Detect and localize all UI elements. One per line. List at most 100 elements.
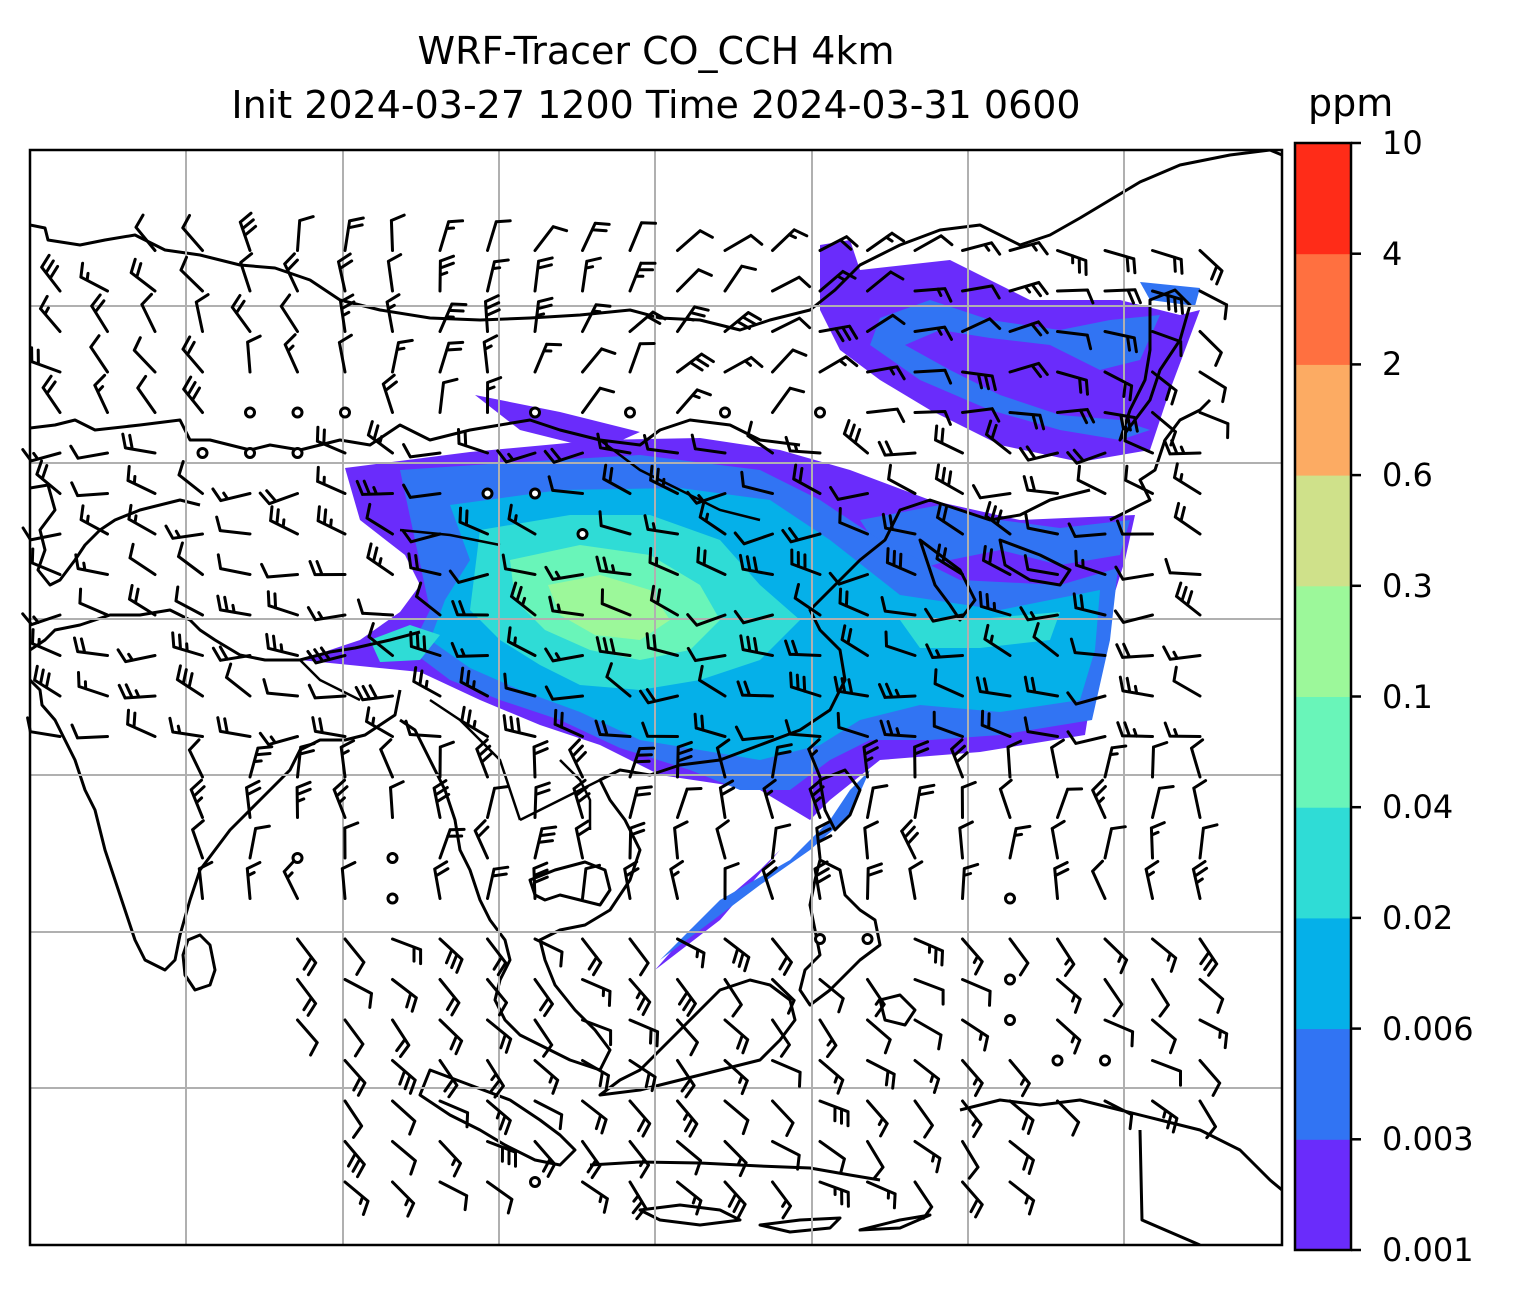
wind-barb bbox=[315, 425, 347, 455]
wind-barb bbox=[628, 978, 652, 1016]
wind-barb bbox=[316, 465, 347, 495]
wind-barb bbox=[379, 738, 394, 779]
coastlines bbox=[30, 150, 1282, 1245]
wind-barb bbox=[486, 258, 510, 293]
wind-barb bbox=[1103, 288, 1142, 305]
wind-barb bbox=[676, 352, 715, 374]
wind-barb bbox=[866, 1180, 897, 1210]
wind-barb bbox=[308, 560, 347, 577]
wind-barb bbox=[311, 716, 347, 738]
wind-barb bbox=[402, 483, 442, 499]
wind-barb bbox=[216, 716, 252, 738]
wind-barb bbox=[482, 334, 499, 374]
wind-barb bbox=[581, 863, 601, 900]
wind-barb bbox=[401, 528, 442, 544]
wind-barb bbox=[961, 241, 1002, 256]
wind-barb bbox=[818, 270, 857, 293]
wind-barb bbox=[260, 562, 299, 579]
wind-barb bbox=[972, 484, 1012, 500]
wind-barb bbox=[451, 600, 489, 617]
wind-barb bbox=[69, 444, 109, 460]
wind-barb bbox=[781, 527, 822, 544]
wind-barb bbox=[738, 553, 774, 576]
wind-barb bbox=[116, 648, 157, 664]
wind-barb bbox=[41, 374, 62, 414]
wind-barb bbox=[673, 820, 689, 860]
wind-barb bbox=[1103, 937, 1129, 975]
wind-barb bbox=[366, 420, 394, 455]
wind-barb bbox=[486, 937, 508, 977]
wind-barb bbox=[925, 643, 964, 659]
wind-barb bbox=[486, 1018, 513, 1054]
wind-barb bbox=[913, 368, 953, 385]
wind-barb bbox=[913, 1140, 942, 1174]
wind-barb bbox=[602, 463, 632, 495]
wind-barb bbox=[40, 253, 62, 293]
wind-barb bbox=[771, 348, 808, 374]
wind-barb bbox=[89, 334, 109, 374]
wind-barb bbox=[1198, 1059, 1222, 1097]
colorbar bbox=[1295, 141, 1361, 1252]
wind-barb bbox=[628, 746, 656, 779]
wind-barb bbox=[306, 606, 347, 622]
wind-barb bbox=[568, 738, 587, 779]
wind-barb bbox=[715, 738, 731, 779]
wind-barb bbox=[343, 821, 360, 860]
colorbar-segment bbox=[1295, 143, 1351, 255]
wind-barb bbox=[225, 662, 252, 698]
wind-barb bbox=[70, 723, 109, 740]
wind-barb bbox=[723, 1180, 747, 1219]
wind-barb bbox=[1151, 1059, 1182, 1087]
wind-barb bbox=[486, 1059, 505, 1099]
wind-barb bbox=[407, 552, 442, 576]
wind-barb bbox=[595, 636, 632, 657]
wind-barb bbox=[296, 742, 316, 779]
wind-barb bbox=[79, 261, 109, 293]
wind-barb bbox=[866, 978, 886, 1018]
wind-barb bbox=[594, 719, 632, 738]
wind-barb bbox=[628, 261, 657, 293]
wind-barb bbox=[771, 386, 806, 414]
calm-wind-circle bbox=[196, 447, 209, 459]
wind-barb bbox=[866, 365, 906, 381]
wind-barb bbox=[90, 293, 109, 333]
wind-barb bbox=[628, 937, 650, 977]
wind-barb bbox=[1056, 288, 1095, 305]
wind-barb bbox=[337, 333, 353, 374]
wind-barb bbox=[934, 463, 964, 495]
calm-wind-circle bbox=[814, 933, 826, 945]
wind-barbs bbox=[21, 211, 1230, 1221]
wind-barb bbox=[296, 1018, 319, 1057]
wind-barb bbox=[544, 565, 584, 581]
wind-barb bbox=[880, 596, 917, 617]
wind-barb bbox=[266, 590, 299, 617]
wind-barb bbox=[533, 1140, 557, 1178]
wind-barb bbox=[1103, 1018, 1135, 1048]
wind-barb bbox=[433, 860, 450, 900]
wind-barb bbox=[581, 1059, 610, 1091]
colorbar-segment bbox=[1295, 364, 1351, 476]
wind-barb bbox=[438, 1018, 464, 1056]
wind-barb bbox=[581, 1018, 613, 1047]
wind-barb bbox=[723, 978, 743, 1018]
colorbar-segment bbox=[1295, 585, 1351, 697]
wind-barb bbox=[935, 543, 964, 576]
wind-barb bbox=[484, 294, 501, 333]
wind-barb bbox=[1190, 738, 1205, 779]
wind-barb bbox=[1056, 937, 1076, 977]
wind-barb bbox=[581, 978, 612, 1007]
wind-barb bbox=[818, 1099, 850, 1128]
wind-barb bbox=[628, 1140, 650, 1179]
wind-barb bbox=[1198, 978, 1225, 1014]
wind-barb bbox=[171, 631, 204, 657]
wind-barb bbox=[784, 719, 822, 738]
wind-barb bbox=[628, 342, 656, 374]
wind-barb bbox=[784, 435, 822, 455]
wind-barb bbox=[367, 622, 394, 657]
wind-barb bbox=[93, 373, 109, 414]
wind-barb bbox=[961, 370, 997, 392]
wind-barb bbox=[1115, 642, 1154, 659]
wind-barb bbox=[438, 827, 466, 860]
colorbar-tick-label: 0.1 bbox=[1382, 677, 1433, 716]
wind-barb bbox=[332, 778, 349, 819]
